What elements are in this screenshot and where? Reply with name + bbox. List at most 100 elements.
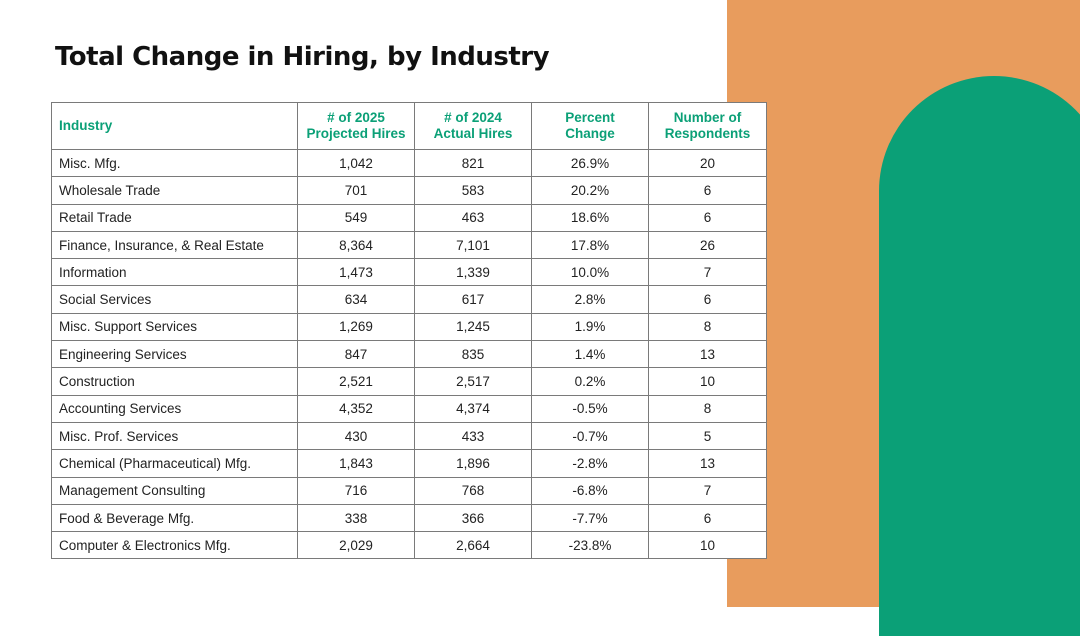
table-row: Retail Trade 549 463 18.6% 6 (51, 203, 767, 232)
cell-actual: 2,517 (414, 367, 532, 396)
table-row: Management Consulting 716 768 -6.8% 7 (51, 476, 767, 505)
cell-actual: 7,101 (414, 230, 532, 260)
table-row: Engineering Services 847 835 1.4% 13 (51, 340, 767, 369)
cell-actual: 2,664 (414, 531, 532, 560)
cell-respondents: 10 (648, 531, 767, 560)
header-projected-hires: # of 2025 Projected Hires (297, 102, 415, 150)
cell-projected: 549 (297, 203, 415, 232)
cell-respondents: 13 (648, 449, 767, 478)
cell-respondents: 8 (648, 312, 767, 342)
cell-actual: 1,339 (414, 258, 532, 287)
cell-industry: Engineering Services (51, 340, 298, 369)
cell-percent: 26.9% (531, 148, 649, 178)
cell-percent: 17.8% (531, 230, 649, 260)
cell-respondents: 7 (648, 476, 767, 505)
cell-respondents: 13 (648, 340, 767, 369)
cell-percent: 18.6% (531, 203, 649, 232)
cell-industry: Computer & Electronics Mfg. (51, 531, 298, 560)
cell-respondents: 7 (648, 258, 767, 287)
header-respondents: Number of Respondents (648, 102, 767, 150)
cell-projected: 1,473 (297, 258, 415, 287)
cell-industry: Food & Beverage Mfg. (51, 503, 298, 533)
cell-respondents: 10 (648, 367, 767, 396)
cell-percent: 20.2% (531, 176, 649, 205)
cell-percent: 0.2% (531, 367, 649, 396)
cell-industry: Misc. Prof. Services (51, 421, 298, 451)
cell-projected: 1,269 (297, 312, 415, 342)
cell-projected: 2,029 (297, 531, 415, 560)
table-row: Chemical (Pharmaceutical) Mfg. 1,843 1,896… (51, 449, 767, 478)
page-title: Total Change in Hiring, by Industry (55, 42, 550, 72)
cell-industry: Accounting Services (51, 394, 298, 423)
cell-actual: 583 (414, 176, 532, 205)
cell-projected: 1,042 (297, 148, 415, 178)
cell-respondents: 26 (648, 230, 767, 260)
table-body: Misc. Mfg. 1,042 821 26.9% 20 Wholesale Trade… (51, 148, 767, 560)
cell-actual: 835 (414, 340, 532, 369)
cell-projected: 634 (297, 285, 415, 314)
table-row: Information 1,473 1,339 10.0% 7 (51, 258, 767, 287)
cell-actual: 1,245 (414, 312, 532, 342)
cell-respondents: 6 (648, 203, 767, 232)
cell-actual: 821 (414, 148, 532, 178)
cell-industry: Wholesale Trade (51, 176, 298, 205)
cell-respondents: 6 (648, 176, 767, 205)
table-row: Accounting Services 4,352 4,374 -0.5% 8 (51, 394, 767, 423)
cell-respondents: 6 (648, 503, 767, 533)
cell-industry: Misc. Mfg. (51, 148, 298, 178)
cell-projected: 2,521 (297, 367, 415, 396)
cell-actual: 433 (414, 421, 532, 451)
cell-percent: 1.9% (531, 312, 649, 342)
cell-projected: 847 (297, 340, 415, 369)
cell-respondents: 5 (648, 421, 767, 451)
cell-industry: Misc. Support Services (51, 312, 298, 342)
table-row: Construction 2,521 2,517 0.2% 10 (51, 367, 767, 396)
cell-projected: 430 (297, 421, 415, 451)
cell-percent: 1.4% (531, 340, 649, 369)
cell-industry: Management Consulting (51, 476, 298, 505)
table-row: Finance, Insurance, & Real Estate 8,364 7,… (51, 230, 767, 260)
table-row: Misc. Prof. Services 430 433 -0.7% 5 (51, 421, 767, 451)
cell-percent: -0.7% (531, 421, 649, 451)
header-actual-hires: # of 2024 Actual Hires (414, 102, 532, 150)
cell-industry: Finance, Insurance, & Real Estate (51, 230, 298, 260)
table-row: Misc. Mfg. 1,042 821 26.9% 20 (51, 148, 767, 178)
cell-percent: -2.8% (531, 449, 649, 478)
cell-actual: 366 (414, 503, 532, 533)
cell-industry: Construction (51, 367, 298, 396)
cell-actual: 463 (414, 203, 532, 232)
cell-percent: -7.7% (531, 503, 649, 533)
cell-actual: 617 (414, 285, 532, 314)
green-arch-shape (879, 76, 1080, 636)
cell-projected: 8,364 (297, 230, 415, 260)
cell-actual: 768 (414, 476, 532, 505)
cell-percent: 10.0% (531, 258, 649, 287)
cell-respondents: 6 (648, 285, 767, 314)
cell-projected: 1,843 (297, 449, 415, 478)
cell-actual: 1,896 (414, 449, 532, 478)
cell-projected: 716 (297, 476, 415, 505)
cell-projected: 701 (297, 176, 415, 205)
cell-industry: Chemical (Pharmaceutical) Mfg. (51, 449, 298, 478)
header-industry: Industry (51, 102, 298, 150)
table-row: Wholesale Trade 701 583 20.2% 6 (51, 176, 767, 205)
table-header-row: Industry # of 2025 Projected Hires # of 2… (51, 102, 767, 150)
header-percent-change: Percent Change (531, 102, 649, 150)
cell-projected: 338 (297, 503, 415, 533)
table-row: Food & Beverage Mfg. 338 366 -7.7% 6 (51, 503, 767, 533)
cell-percent: 2.8% (531, 285, 649, 314)
cell-industry: Retail Trade (51, 203, 298, 232)
hiring-table: Industry # of 2025 Projected Hires # of 2… (51, 102, 767, 560)
cell-actual: 4,374 (414, 394, 532, 423)
table-row: Computer & Electronics Mfg. 2,029 2,664 -23… (51, 531, 767, 560)
table-row: Social Services 634 617 2.8% 6 (51, 285, 767, 314)
cell-respondents: 8 (648, 394, 767, 423)
cell-percent: -23.8% (531, 531, 649, 560)
cell-industry: Information (51, 258, 298, 287)
table-row: Misc. Support Services 1,269 1,245 1.9% 8 (51, 312, 767, 342)
cell-percent: -0.5% (531, 394, 649, 423)
cell-percent: -6.8% (531, 476, 649, 505)
cell-industry: Social Services (51, 285, 298, 314)
cell-projected: 4,352 (297, 394, 415, 423)
cell-respondents: 20 (648, 148, 767, 178)
